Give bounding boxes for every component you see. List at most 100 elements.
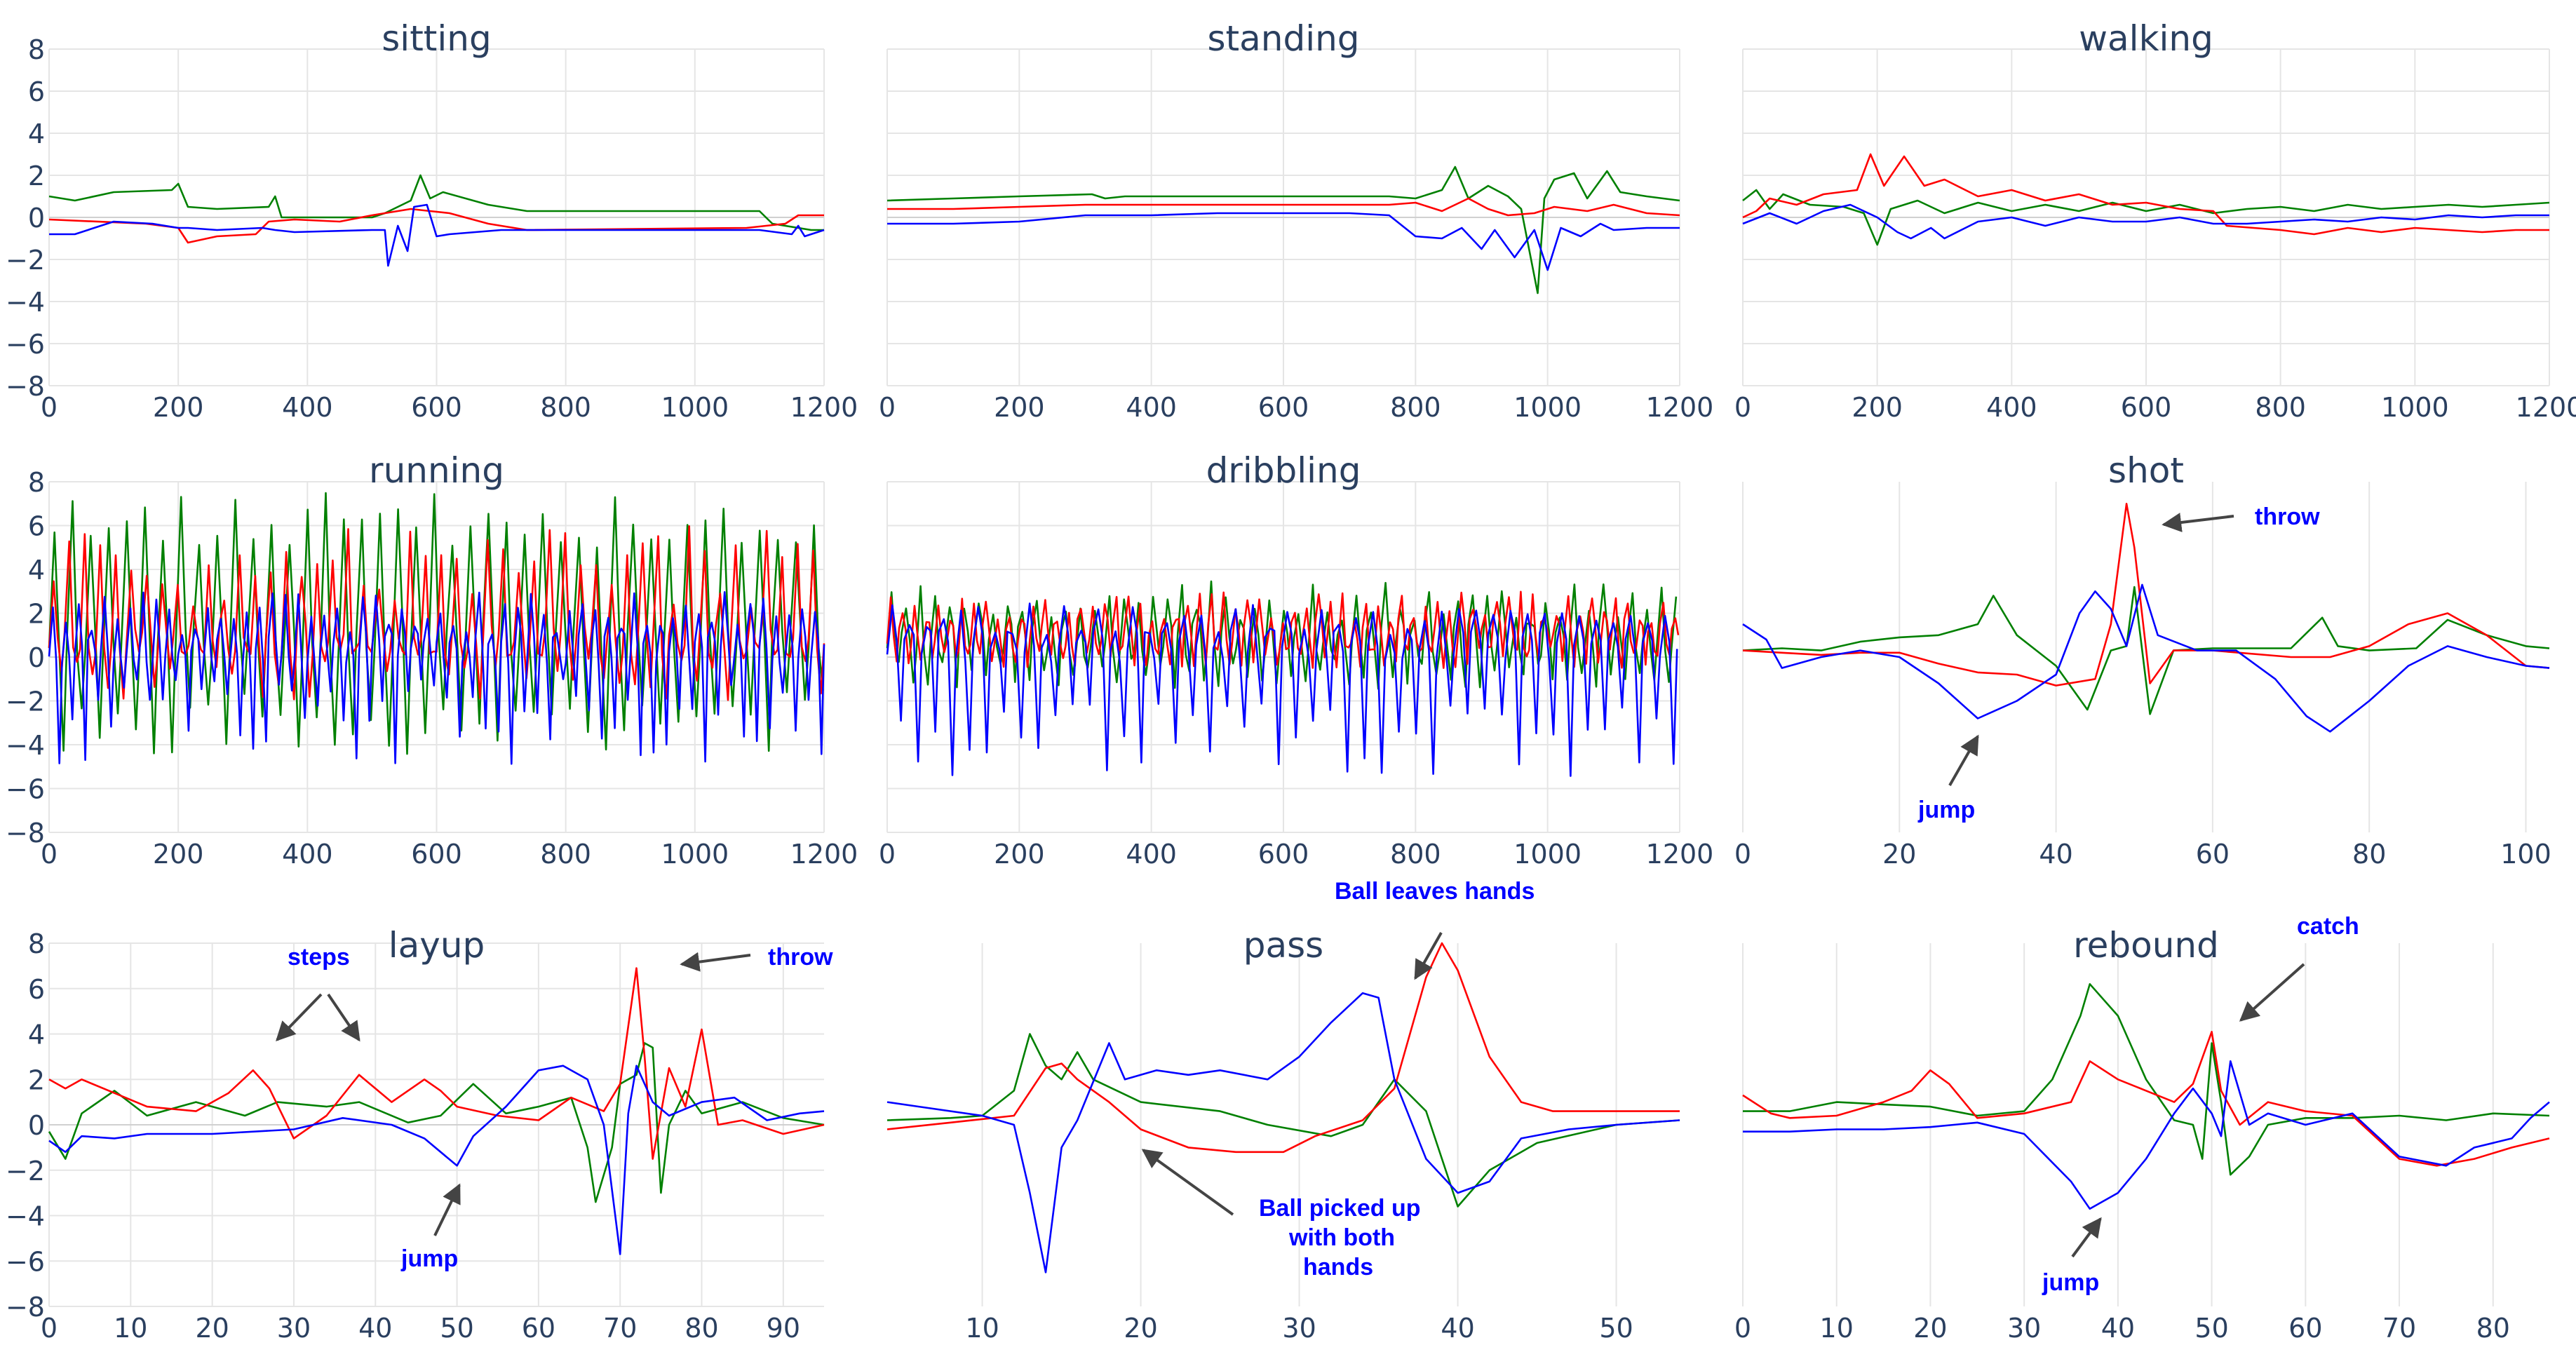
x-tick-label: 100 (2500, 839, 2551, 870)
x-tick-label: 1200 (1646, 392, 1714, 423)
x-tick-label: 800 (1390, 839, 1441, 870)
y-tick-label: 8 (28, 467, 45, 498)
x-tick-label: 200 (1852, 392, 1903, 423)
x-tick-label: 50 (440, 1313, 473, 1344)
series-blue-line (1743, 1060, 2550, 1210)
subplot-title: running (369, 450, 504, 491)
series-green-line (886, 1033, 1680, 1208)
x-tick-label: 200 (153, 392, 204, 423)
x-tick-label: 20 (195, 1313, 229, 1344)
shot-jump-arrow (1948, 734, 1979, 786)
y-tick-label: 4 (28, 555, 45, 586)
x-tick-label: 0 (41, 1313, 58, 1344)
subplot-shot: 0 20 40 60 80 100 shot (1734, 450, 2551, 870)
x-tick-label: 70 (603, 1313, 637, 1344)
y-tick-label: −2 (6, 687, 45, 717)
y-tick-label: 4 (28, 1020, 45, 1050)
x-tick-label: 400 (1126, 839, 1177, 870)
y-tick-label: −2 (6, 1156, 45, 1187)
layup-throw-label: throw (768, 944, 833, 971)
x-tick-label: 0 (1734, 839, 1751, 870)
rebound-catch-arrow (2239, 963, 2305, 1022)
x-tick-label: 10 (1820, 1313, 1854, 1344)
x-tick-label: 30 (2007, 1313, 2041, 1344)
subplot-running: 0 200 400 600 800 1000 1200 −8 −6 −4 −2 0 2 4 6 8 runnin… (6, 450, 858, 870)
subplot-title: dribbling (1206, 450, 1361, 491)
series-red-line (1742, 1031, 2550, 1167)
series-green-line (1742, 586, 2550, 715)
x-tick-label: 40 (1441, 1313, 1474, 1344)
series-red-line (48, 967, 825, 1160)
y-tick-label: 0 (28, 642, 45, 673)
subplot-title: layup (389, 925, 485, 966)
pass-picked-up-line-2: with both (1288, 1224, 1395, 1251)
x-tick-label: 60 (2196, 839, 2230, 870)
x-tick-label: 20 (1124, 1313, 1157, 1344)
subplot-title: pass (1243, 925, 1323, 966)
y-tick-label: −8 (6, 371, 45, 402)
series-blue-line (48, 591, 825, 765)
layup-throw-arrow (680, 952, 751, 972)
annotation-layer: throw jump steps throw jump Ball leaves … (276, 503, 2359, 1296)
x-tick-label: 20 (1913, 1313, 1947, 1344)
series-green-line (1743, 983, 2550, 1176)
subplot-layup: 0 10 20 30 40 50 60 70 80 90 −8 −6 −4 −2 0 2 4 6 8 layup (6, 925, 825, 1344)
x-tick-label: 10 (114, 1313, 147, 1344)
x-tick-label: 800 (540, 392, 591, 423)
y-tick-label: 0 (28, 1110, 45, 1141)
y-tick-label: 2 (28, 161, 45, 191)
x-tick-label: 400 (282, 392, 333, 423)
x-tick-label: 600 (411, 392, 462, 423)
y-tick-label: −4 (6, 730, 45, 761)
shot-throw-arrow (2162, 513, 2234, 532)
x-tick-label: 600 (411, 839, 462, 870)
x-tick-label: 1200 (2516, 392, 2576, 423)
y-tick-label: −6 (6, 774, 45, 805)
y-tick-label: 6 (28, 511, 45, 542)
subplot-title: sitting (382, 18, 491, 59)
y-tick-label: 2 (28, 1064, 45, 1095)
series-green-line (886, 165, 1680, 295)
x-tick-label: 200 (153, 839, 204, 870)
x-tick-label: 0 (879, 392, 896, 423)
x-tick-label: 70 (2382, 1313, 2416, 1344)
y-tick-label: −4 (6, 1201, 45, 1232)
series-red-line (48, 208, 824, 244)
series-blue-line (49, 203, 825, 267)
x-tick-label: 60 (522, 1313, 555, 1344)
y-tick-label: 8 (28, 34, 45, 65)
x-tick-label: 30 (277, 1313, 311, 1344)
subplot-title: walking (2079, 18, 2213, 59)
x-tick-label: 600 (1258, 392, 1309, 423)
y-tick-label: 8 (28, 928, 45, 959)
pass-ball-leaves-label: Ball leaves hands (1335, 878, 1535, 905)
subplot-title: standing (1207, 18, 1359, 59)
series-blue-line (1742, 583, 2550, 733)
series-red-line (887, 197, 1680, 217)
x-tick-label: 1000 (661, 392, 729, 423)
x-tick-label: 400 (1986, 392, 2037, 423)
x-tick-label: 90 (767, 1313, 800, 1344)
x-tick-label: 0 (41, 839, 58, 870)
x-tick-label: 1200 (1646, 839, 1714, 870)
subplot-dribbling: 0 200 400 600 800 1000 1200 dribbling (879, 450, 1713, 870)
layup-jump-arrow (433, 1183, 461, 1236)
x-tick-label: 60 (2288, 1313, 2322, 1344)
layup-steps-arrow-right (327, 993, 360, 1042)
series-red-line (1742, 153, 2549, 236)
y-tick-label: 6 (28, 974, 45, 1005)
x-tick-label: 1000 (2381, 392, 2449, 423)
x-tick-label: 800 (1390, 392, 1441, 423)
x-tick-label: 400 (1126, 392, 1177, 423)
subplot-pass: 10 20 30 40 50 pass (886, 925, 1680, 1344)
y-tick-label: 6 (28, 76, 45, 107)
subplot-title: shot (2108, 450, 2184, 491)
pass-picked-up-line-3: hands (1303, 1254, 1373, 1280)
series-green-line (1742, 189, 2550, 246)
x-tick-label: 0 (41, 392, 58, 423)
y-tick-label: 0 (28, 203, 45, 234)
x-tick-label: 80 (2476, 1313, 2510, 1344)
rebound-jump-arrow (2071, 1217, 2102, 1258)
pass-picked-up-arrow (1141, 1149, 1234, 1216)
